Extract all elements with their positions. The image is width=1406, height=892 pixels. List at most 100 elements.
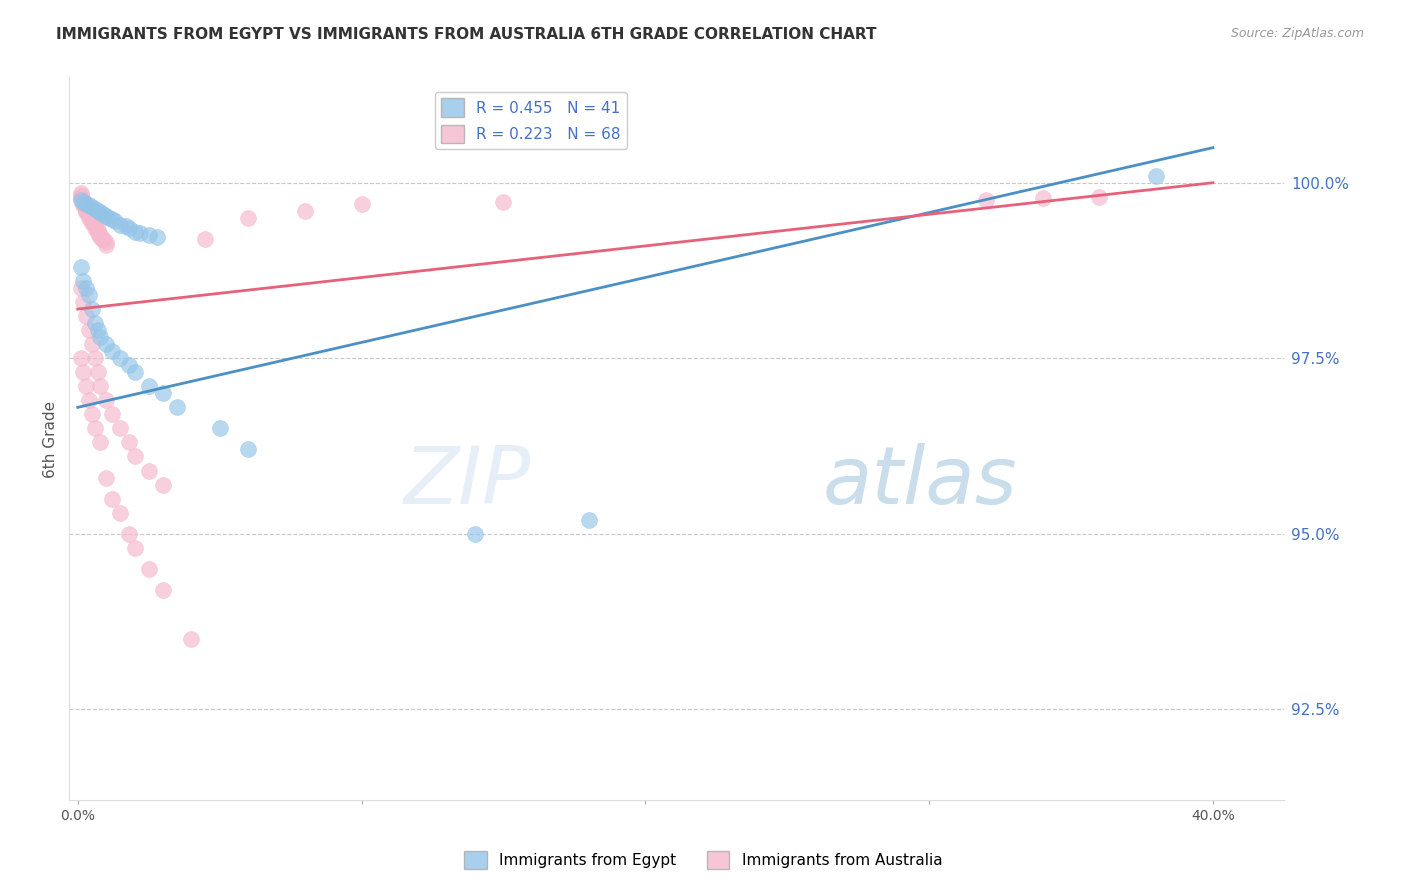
Text: atlas: atlas [823,443,1017,521]
Point [77,288,100,302]
Point [110,351,132,366]
Point [75,379,97,393]
Point [1032,191,1054,205]
Point [69,281,91,295]
Point [129,227,152,241]
Point [72,295,94,310]
Point [80,337,103,351]
Point [69,194,91,208]
Point [110,506,132,520]
Point [124,541,146,555]
Point [91,207,114,221]
Point [72,365,94,379]
Point [69,260,91,274]
Point [86,223,108,237]
Point [80,200,103,214]
Point [101,491,124,506]
Point [152,582,174,597]
Point [83,316,105,330]
Point [86,203,108,218]
Point [94,210,117,224]
Point [180,632,202,646]
Point [464,526,486,541]
Point [110,218,132,232]
Point [124,225,146,239]
Point [83,218,105,232]
Point [492,195,515,210]
Point [974,194,997,208]
Point [578,513,600,527]
Point [86,365,108,379]
Point [75,309,97,323]
Point [83,202,105,217]
Point [94,337,117,351]
Point [89,435,111,450]
Point [89,205,111,219]
Point [146,230,169,244]
Point [69,188,91,202]
Point [1088,190,1111,204]
Legend: R = 0.455   N = 41, R = 0.223   N = 68: R = 0.455 N = 41, R = 0.223 N = 68 [434,92,627,150]
Point [72,196,94,211]
Point [75,205,97,219]
Point [89,330,111,344]
Point [86,323,108,337]
Point [194,232,217,246]
Point [91,233,114,247]
Point [69,191,91,205]
Point [89,379,111,393]
Point [166,401,188,415]
Point [138,379,160,393]
Point [152,386,174,401]
Point [83,351,105,366]
Point [124,450,146,464]
Text: IMMIGRANTS FROM EGYPT VS IMMIGRANTS FROM AUSTRALIA 6TH GRADE CORRELATION CHART: IMMIGRANTS FROM EGYPT VS IMMIGRANTS FROM… [56,27,877,42]
Point [77,211,100,225]
Point [77,198,100,212]
Point [97,211,120,225]
Text: ZIP: ZIP [404,443,531,521]
Point [77,210,100,224]
Point [152,477,174,491]
Point [350,196,373,211]
Point [77,393,100,408]
Point [294,203,316,218]
Point [75,202,97,217]
Point [1144,169,1167,183]
Point [75,281,97,295]
Point [80,212,103,227]
Point [118,435,141,450]
Point [75,196,97,211]
Point [236,442,259,457]
Point [138,464,160,478]
Point [110,421,132,435]
Point [80,217,103,231]
Point [101,408,124,422]
Point [118,358,141,372]
Point [80,214,103,228]
Point [80,302,103,317]
Point [72,194,94,208]
Point [77,323,100,337]
Point [124,365,146,379]
Point [72,274,94,288]
Point [86,225,108,239]
Point [72,198,94,212]
Point [101,344,124,359]
Point [236,211,259,225]
Point [115,219,138,234]
Point [104,214,127,228]
Point [83,219,105,234]
Point [138,228,160,243]
Point [75,203,97,218]
Point [208,421,231,435]
Point [138,562,160,576]
Point [94,237,117,252]
Point [77,207,100,221]
Point [69,190,91,204]
Point [72,195,94,210]
Y-axis label: 6th Grade: 6th Grade [44,401,58,477]
Point [89,230,111,244]
Point [91,232,114,246]
Point [89,228,111,243]
